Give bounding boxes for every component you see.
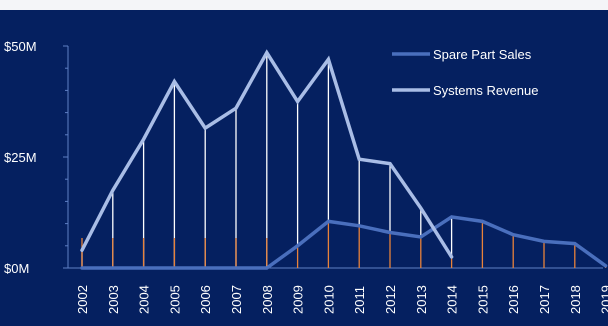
x-tick-label: 2015 bbox=[475, 285, 490, 314]
x-tick-label: 2007 bbox=[229, 285, 244, 314]
line-chart: 2002 2003 2004 2005 2006 2007 2008 2009 2010 2011… bbox=[4, 39, 608, 314]
x-tick-label: 2006 bbox=[198, 285, 213, 314]
legend-label: Spare Part Sales bbox=[433, 47, 532, 62]
series-layer bbox=[80, 49, 608, 270]
x-tick-label: 2009 bbox=[291, 285, 306, 314]
x-tick-label: 2016 bbox=[506, 285, 521, 314]
chart-frame: 2002 2003 2004 2005 2006 2007 2008 2009 2010 2011… bbox=[0, 10, 608, 326]
x-tick-label: 2008 bbox=[260, 285, 275, 314]
legend-label: Systems Revenue bbox=[433, 83, 539, 98]
legend: Spare Part Sales Systems Revenue bbox=[392, 47, 539, 98]
series-line-spare-part-sales bbox=[80, 215, 608, 270]
x-tick-label: 2012 bbox=[383, 285, 398, 314]
y-tick-label: $25M bbox=[4, 150, 37, 165]
x-tick-label: 2010 bbox=[321, 285, 336, 314]
x-tick-label: 2014 bbox=[445, 285, 460, 314]
y-tick-label: $0M bbox=[4, 261, 29, 276]
x-tick-label: 2004 bbox=[137, 285, 152, 314]
x-tick-label: 2003 bbox=[106, 285, 121, 314]
x-tick-label: 2002 bbox=[75, 285, 90, 314]
x-tick-label: 2005 bbox=[167, 285, 182, 314]
x-tick-label: 2018 bbox=[568, 285, 583, 314]
drop-lines bbox=[81, 52, 607, 268]
x-tick-label: 2017 bbox=[537, 285, 552, 314]
series-line-systems-revenue bbox=[80, 49, 454, 259]
x-tick-labels: 2002 2003 2004 2005 2006 2007 2008 2009 2010 2011… bbox=[75, 285, 608, 314]
x-tick-label: 2019 bbox=[599, 285, 608, 314]
x-tick-label: 2011 bbox=[352, 286, 367, 314]
y-tick-label: $50M bbox=[4, 39, 37, 54]
x-tick-label: 2013 bbox=[414, 285, 429, 314]
y-tick-labels: $0M $25M $50M bbox=[4, 39, 37, 276]
